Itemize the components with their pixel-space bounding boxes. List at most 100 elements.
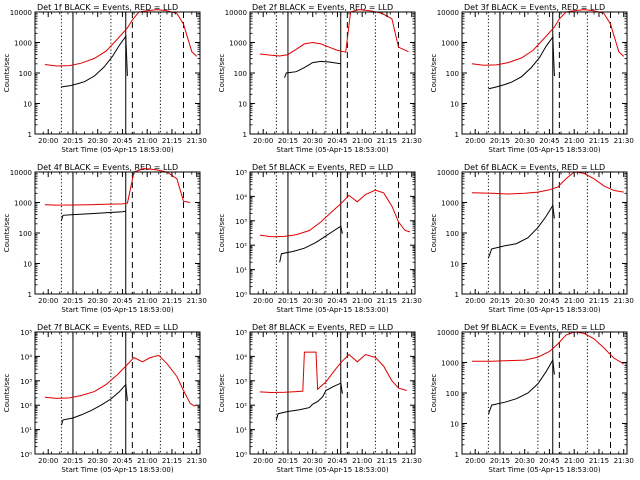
x-tick-label: 20:00 [465,137,485,145]
y-tick-label: 10 [23,101,32,109]
x-tick-label: 20:00 [253,297,273,305]
y-tick-label: 10000 [437,329,459,337]
panel-title: Det 6f BLACK = Events, RED = LLD [464,163,605,172]
series-lld [44,354,196,407]
series-events [284,60,341,78]
x-tick-label: 21:30 [614,457,634,465]
plot-frame [249,11,416,135]
x-tick-label: 20:30 [88,297,108,305]
y-tick-label: 10³ [20,378,32,386]
panel-7: Det 7f BLACK = Events, RED = LLD Counts/s… [3,323,207,474]
x-tick-label: 21:30 [614,137,634,145]
y-tick-label: 10000 [10,9,32,17]
x-tick-label: 20:45 [327,457,347,465]
x-tick-label: 20:30 [515,457,535,465]
x-tick-label: 21:00 [137,297,157,305]
x-tick-label: 21:15 [377,457,397,465]
y-tick-label: 10 [450,261,459,269]
y-tick-label: 10² [20,402,32,410]
y-tick-label: 10 [238,101,247,109]
series-lld [44,9,198,67]
x-tick-label: 20:00 [38,137,58,145]
y-tick-label: 1000 [229,40,247,48]
panel-3: Det 3f BLACK = Events, RED = LLD Counts/s… [430,3,634,154]
plot-frame [461,11,628,135]
y-tick-label: 10000 [437,169,459,177]
x-tick-label: 21:00 [564,457,584,465]
x-tick-label: 21:00 [137,137,157,145]
y-tick-label: 1 [455,291,459,299]
y-axis-label: Counts/sec [218,214,226,253]
y-tick-label: 10⁰ [235,291,247,299]
panel-4: Det 4f BLACK = Events, RED = LLD Counts/s… [3,163,207,314]
x-axis-label: Start Time (05-Apr-15 18:53:00) [276,146,388,154]
x-tick-label: 20:45 [539,137,559,145]
x-tick-label: 20:15 [278,137,298,145]
x-tick-label: 21:00 [352,137,372,145]
y-tick-label: 10¹ [235,427,247,435]
y-tick-label: 1000 [14,40,32,48]
y-axis-label: Counts/sec [3,54,11,93]
x-tick-label: 20:45 [112,297,132,305]
x-tick-label: 21:15 [162,137,182,145]
x-tick-label: 21:15 [162,297,182,305]
y-tick-label: 10⁵ [235,329,247,337]
x-tick-label: 21:15 [589,457,609,465]
y-tick-label: 10¹ [20,427,32,435]
y-tick-label: 10³ [235,378,247,386]
y-tick-label: 10 [450,101,459,109]
x-tick-label: 20:00 [253,137,273,145]
series-lld [471,331,624,365]
x-tick-label: 20:30 [303,137,323,145]
x-tick-label: 21:00 [137,457,157,465]
y-axis-label: Counts/sec [3,214,11,253]
panel-title: Det 1f BLACK = Events, RED = LLD [37,3,178,12]
series-events [275,382,343,421]
y-axis-label: Counts/sec [430,54,438,93]
x-axis-label: Start Time (05-Apr-15 18:53:00) [61,466,173,474]
y-tick-label: 100 [446,390,459,398]
series-events [488,35,555,90]
y-axis-label: Counts/sec [430,214,438,253]
y-tick-label: 100 [446,70,459,78]
x-tick-label: 21:15 [377,137,397,145]
panel-1: Det 1f BLACK = Events, RED = LLD Counts/s… [3,3,207,154]
y-tick-label: 10³ [235,218,247,226]
x-tick-label: 21:30 [614,297,634,305]
panel-5: Det 5f BLACK = Events, RED = LLD Counts/s… [218,163,422,314]
x-tick-label: 20:00 [465,457,485,465]
x-tick-label: 21:00 [564,137,584,145]
y-tick-label: 10² [235,402,247,410]
y-tick-label: 100 [446,230,459,238]
y-tick-label: 100 [19,70,32,78]
x-tick-label: 20:00 [253,457,273,465]
x-tick-label: 20:30 [515,137,535,145]
x-tick-label: 20:45 [539,297,559,305]
y-tick-label: 10⁴ [235,193,247,201]
y-tick-label: 1 [455,451,459,459]
x-tick-label: 20:00 [38,297,58,305]
x-tick-label: 20:45 [112,457,132,465]
y-tick-label: 100 [234,70,247,78]
series-lld [259,189,411,238]
series-events [487,204,555,259]
plot-frame [34,11,201,135]
y-tick-label: 1 [28,131,32,139]
x-tick-label: 20:45 [327,297,347,305]
series-events [60,383,128,426]
x-tick-label: 20:30 [88,137,108,145]
y-tick-label: 10⁰ [235,451,247,459]
y-tick-label: 10⁴ [20,353,32,361]
series-events [61,34,128,88]
panel-9: Det 9f BLACK = Events, RED = LLD Counts/s… [430,323,634,474]
y-tick-label: 1 [243,131,247,139]
panel-title: Det 9f BLACK = Events, RED = LLD [464,323,605,332]
x-tick-label: 21:30 [187,137,207,145]
x-tick-label: 21:15 [589,297,609,305]
series-events [60,210,126,222]
x-tick-label: 20:00 [465,297,485,305]
x-tick-label: 20:15 [490,137,510,145]
x-axis-label: Start Time (05-Apr-15 18:53:00) [488,466,600,474]
y-tick-label: 10000 [437,9,459,17]
x-tick-label: 21:00 [352,457,372,465]
